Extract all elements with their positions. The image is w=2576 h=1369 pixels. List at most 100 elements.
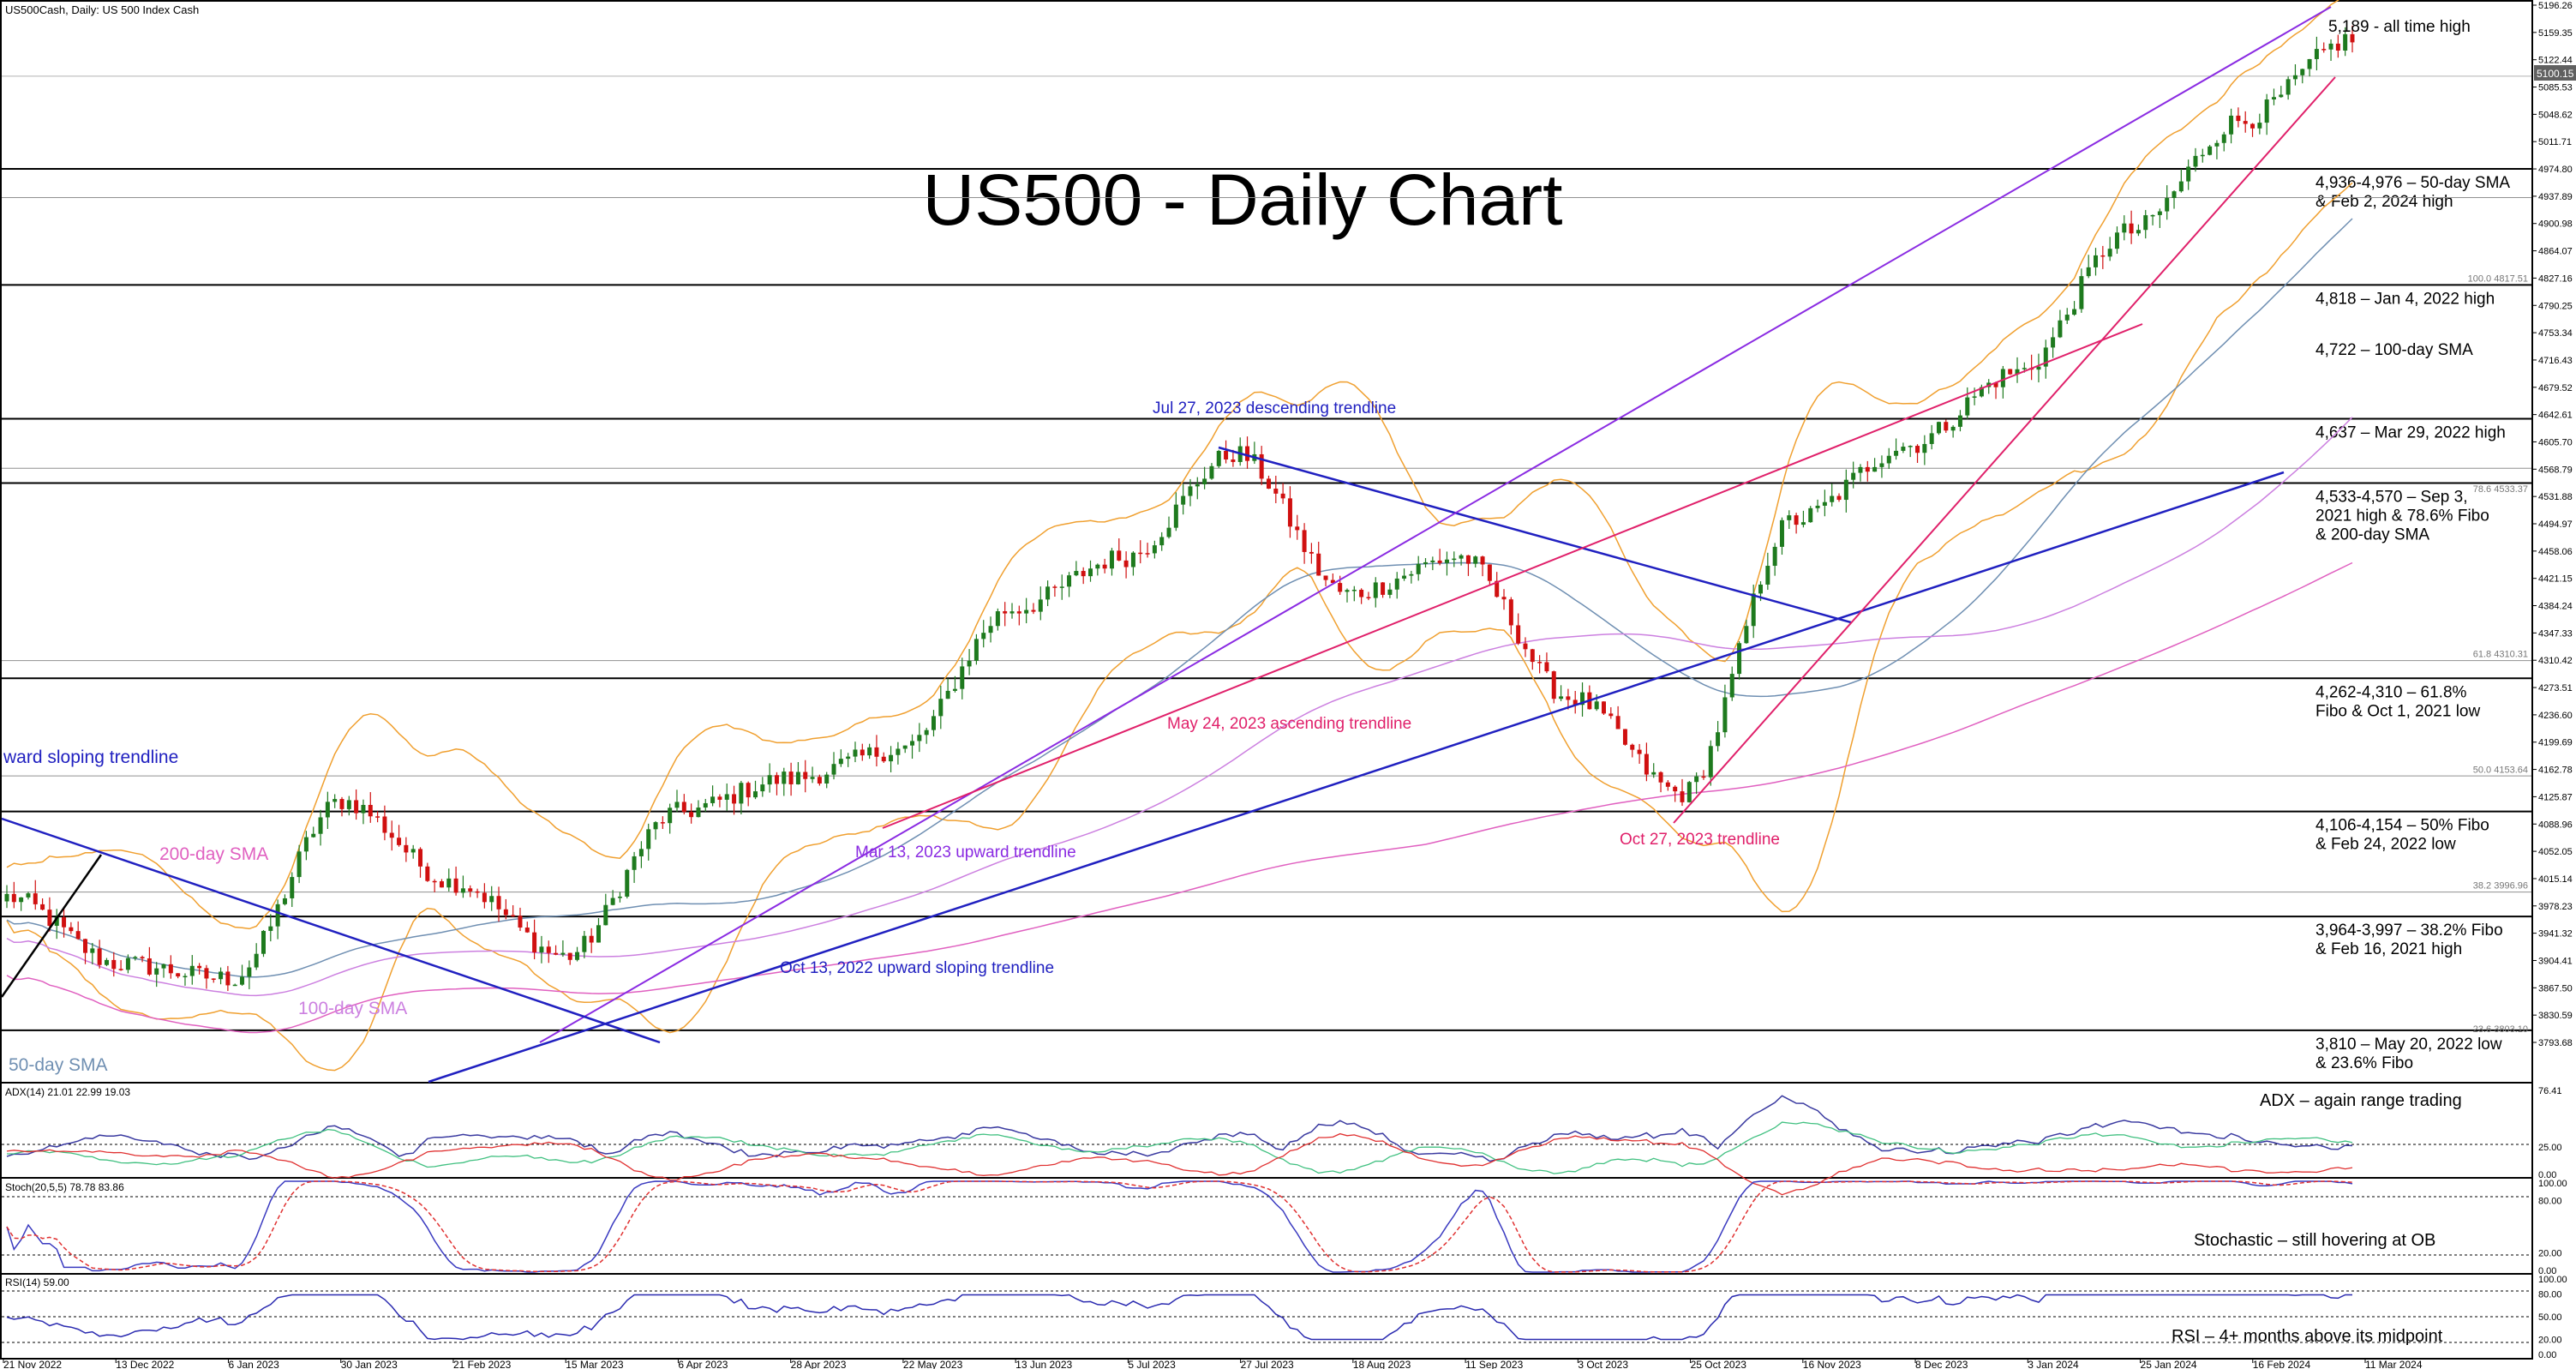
rsi-line [6,1294,2352,1341]
date-tick-label: 16 Feb 2024 [2253,1359,2311,1369]
candle-up [2015,369,2020,375]
candle-down [874,747,879,757]
trendline-may24-ascending [882,323,2143,829]
candle-down [75,931,81,940]
candle-up [2094,255,2099,267]
candle-up [2136,230,2141,234]
date-tick-label: 27 Jul 2023 [1241,1359,1294,1369]
candle-up [1166,527,1171,537]
candle-down [1231,459,1236,462]
candle-up [653,822,658,830]
adx-line [6,1095,2353,1162]
candle-down [1287,498,1292,527]
candle-down [1551,671,1556,700]
candle-up [824,774,830,784]
candle-up [1452,558,1457,561]
candle-up [2064,315,2070,321]
candle-up [1686,782,1692,802]
candle-down [1516,625,1521,644]
candle-up [303,837,309,852]
fibo-mark: 100.0 4817.51 [2468,274,2528,285]
annotation-sma200: 200-day SMA [159,844,268,864]
indicator-tick-label: 25.00 [2538,1143,2562,1153]
candle-down [1316,553,1321,576]
candle-up [183,976,188,978]
rsi-panel [0,1273,2533,1360]
price-tick-label: 4642.61 [2538,411,2573,421]
candle-down [482,892,487,903]
candle-down [1644,754,1649,775]
candle-up [1351,589,1357,591]
candle-down [453,878,458,893]
candle-up [2079,276,2084,309]
annotation-jul27-trendline: Jul 27, 2023 descending trendline [1153,399,1396,417]
date-tick-label: 30 Jan 2023 [341,1359,398,1369]
candle-down [83,939,88,953]
candle-up [1822,501,1827,506]
candle-down [503,909,508,916]
candle-up [26,893,31,898]
candle-up [1209,465,1214,479]
di-plus-line [6,1121,2353,1174]
candle-up [161,964,166,969]
candle-down [689,812,694,818]
candle-down [1794,515,1799,525]
candle-up [945,690,950,700]
candle-up [104,959,109,965]
date-tick-label: 6 Apr 2023 [678,1359,728,1369]
candle-up [1872,466,1878,472]
price-tick-label: 4015.14 [2538,874,2573,885]
candle-down [532,932,537,953]
bollinger-lower-band [6,182,2353,1072]
candle-up [1979,387,1984,397]
candle-down [1530,649,1535,663]
candle-down [554,952,559,955]
candle-down [40,904,45,910]
candle-down [496,896,501,910]
date-tick-label: 15 Mar 2023 [566,1359,624,1369]
price-tick-label: 4421.15 [2538,574,2573,585]
candle-down [69,927,74,932]
price-tick-label: 4458.06 [2538,547,2573,557]
candle-up [4,893,9,902]
candle-up [710,796,716,803]
candle-up [1772,546,1777,567]
candle-down [2321,49,2327,51]
stoch-header: Stoch(20,5,5) 78.78 83.86 [5,1181,124,1193]
candle-down [1309,551,1314,554]
candle-up [1722,697,1728,733]
candle-up [632,856,637,870]
price-tick-label: 5048.62 [2538,110,2573,120]
candle-up [1130,552,1135,567]
candle-up [2165,197,2170,212]
candle-up [831,764,836,775]
candle-up [1444,559,1449,563]
candle-down [1224,450,1229,459]
candle-up [1851,472,1856,480]
candle-down [382,816,387,833]
candle-down [168,964,173,974]
trendline-oct27 [1673,76,2336,824]
candle-up [2051,337,2056,348]
candle-down [1508,599,1513,626]
candle-down [717,796,722,800]
candle-up [560,952,566,955]
date-tick-label: 3 Oct 2023 [1578,1359,1628,1369]
candle-down [1836,495,1842,501]
candle-up [2157,211,2162,215]
price-tick-label: 4494.97 [2538,519,2573,530]
candle-down [803,772,808,779]
candle-up [2314,49,2319,59]
price-tick-label: 4125.87 [2538,792,2573,802]
indicator-tick-label: 80.00 [2538,1196,2562,1206]
candle-up [1159,537,1165,546]
candle-up [1402,575,1407,579]
level-label: 4,262-4,310 – 61.8% Fibo & Oct 1, 2021 lo… [2315,683,2480,720]
candle-up [739,783,744,804]
candle-up [54,917,59,926]
price-tick-label: 3793.68 [2538,1038,2573,1048]
candle-down [339,799,344,809]
candle-down [746,783,751,798]
candle-up [1779,519,1784,547]
price-tick-label: 4864.07 [2538,247,2573,257]
